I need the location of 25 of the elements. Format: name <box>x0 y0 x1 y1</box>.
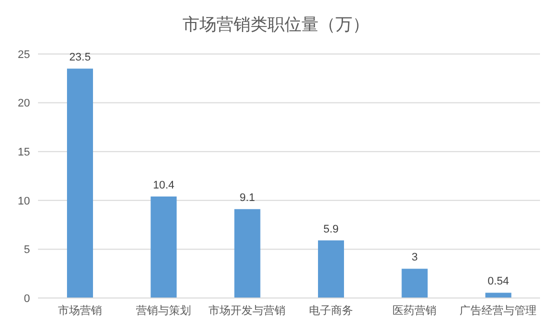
x-tick-label: 市场营销 <box>58 304 102 317</box>
y-tick-label: 0 <box>24 292 30 305</box>
bar <box>150 196 177 298</box>
y-tick-label: 20 <box>18 98 30 110</box>
y-tick-label: 10 <box>18 195 30 208</box>
bar <box>67 68 93 298</box>
y-tick-label: 15 <box>18 146 30 159</box>
y-tick-label: 5 <box>24 244 30 256</box>
x-tick-label: 电子商务 <box>308 304 353 317</box>
data-label: 9.1 <box>240 192 255 204</box>
x-tick-label: 市场开发与营销 <box>208 304 286 317</box>
bar <box>402 268 428 298</box>
x-tick-label: 营销与策划 <box>136 304 191 317</box>
y-tick-label: 25 <box>18 48 30 61</box>
data-label: 10.4 <box>152 179 174 192</box>
bar <box>318 240 344 298</box>
bar <box>485 292 512 298</box>
bar <box>234 209 260 298</box>
data-label: 3 <box>412 252 418 264</box>
x-tick-label: 医药营销 <box>392 304 436 317</box>
data-label: 23.5 <box>69 52 91 64</box>
data-label: 5.9 <box>323 223 339 236</box>
chart-title: 市场营销类职位量（万） <box>182 14 370 36</box>
x-tick-label: 广告经营与管理 <box>460 304 537 317</box>
data-label: 0.54 <box>488 276 510 288</box>
